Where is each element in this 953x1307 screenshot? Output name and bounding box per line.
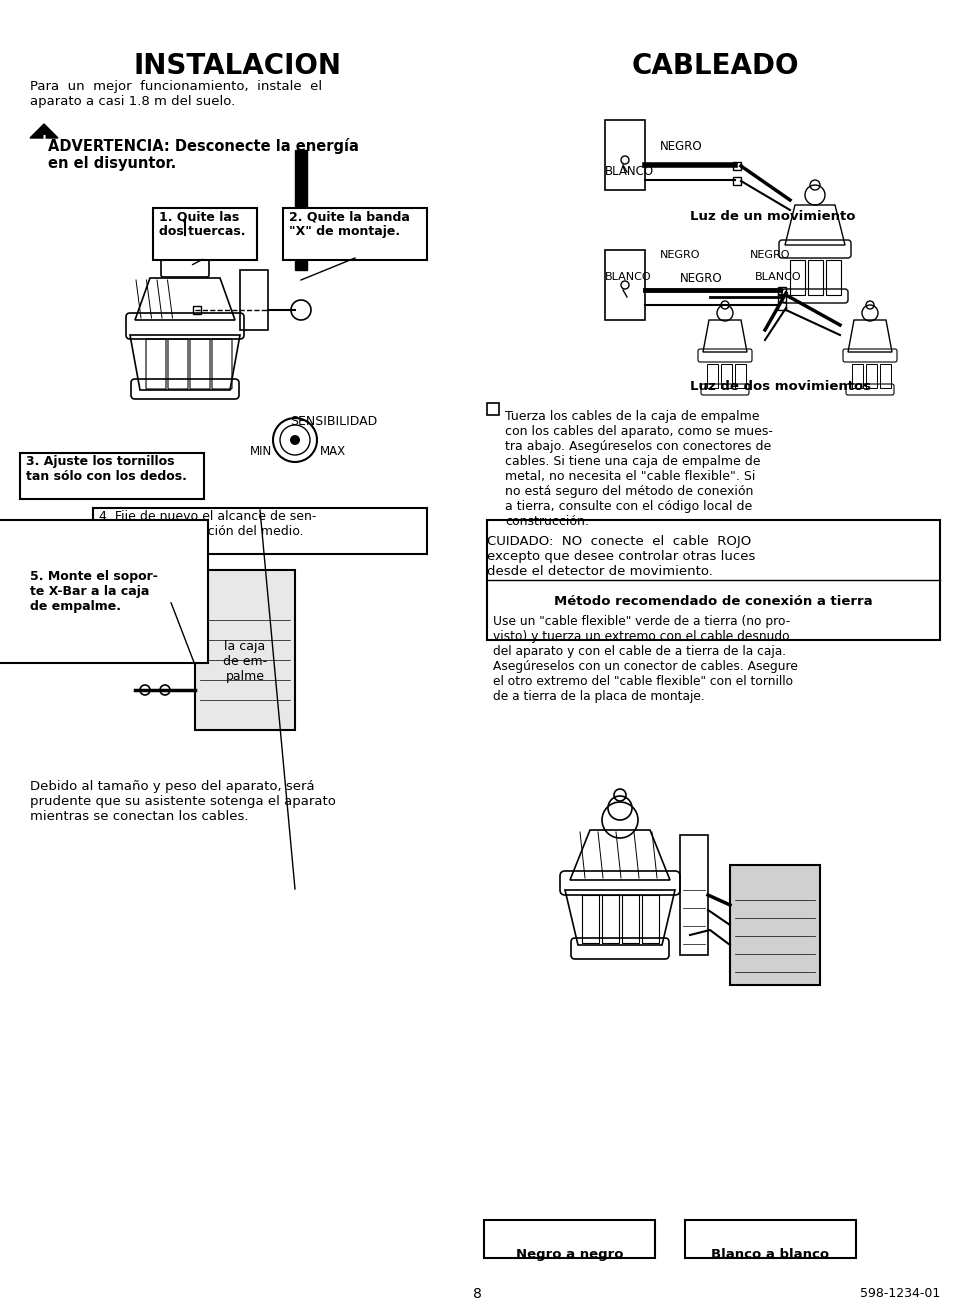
- Bar: [879, 365, 890, 388]
- Text: 1. Quite las
dos tuercas.: 1. Quite las dos tuercas.: [159, 210, 245, 238]
- Text: BLANCO: BLANCO: [604, 272, 651, 282]
- Bar: [851, 365, 862, 388]
- Bar: [732, 162, 740, 170]
- Bar: [778, 294, 785, 302]
- Text: CUIDADO:  NO  conecte  el  cable  ROJO
excepto que desee controlar otras luces
d: CUIDADO: NO conecte el cable ROJO except…: [486, 535, 755, 578]
- Text: 8: 8: [472, 1287, 481, 1300]
- Bar: [706, 365, 718, 388]
- FancyBboxPatch shape: [152, 208, 256, 260]
- Bar: [729, 865, 820, 985]
- FancyBboxPatch shape: [92, 508, 427, 554]
- Text: Método recomendado de conexión a tierra: Método recomendado de conexión a tierra: [553, 595, 871, 608]
- Bar: [193, 306, 201, 314]
- Text: Tuerza los cables de la caja de empalme
con los cables del aparato, como se mues: Tuerza los cables de la caja de empalme …: [504, 410, 772, 528]
- Text: la caja
de em-
palme: la caja de em- palme: [223, 640, 267, 684]
- Text: MAX: MAX: [319, 444, 346, 457]
- Bar: [865, 365, 876, 388]
- Text: BLANCO: BLANCO: [604, 165, 654, 178]
- Polygon shape: [30, 124, 58, 139]
- Bar: [194, 570, 294, 731]
- Bar: [601, 895, 618, 942]
- Bar: [720, 365, 731, 388]
- Text: Use un "cable flexible" verde de a tierra (no pro-
visto) y tuerza un extremo co: Use un "cable flexible" verde de a tierr…: [493, 616, 797, 703]
- Bar: [732, 176, 740, 186]
- FancyBboxPatch shape: [283, 208, 427, 260]
- Text: NEGRO: NEGRO: [749, 250, 790, 260]
- Text: NEGRO: NEGRO: [659, 140, 702, 153]
- Text: NEGRO: NEGRO: [659, 250, 700, 260]
- Bar: [581, 895, 598, 942]
- FancyBboxPatch shape: [684, 1219, 855, 1259]
- Bar: [621, 895, 639, 942]
- FancyBboxPatch shape: [20, 454, 204, 499]
- Text: 2. Quite la banda
"X" de montaje.: 2. Quite la banda "X" de montaje.: [289, 210, 410, 238]
- Text: Para  un  mejor  funcionamiento,  instale  el
aparato a casi 1.8 m del suelo.: Para un mejor funcionamiento, instale el…: [30, 80, 322, 108]
- Bar: [679, 835, 707, 955]
- Bar: [778, 288, 785, 295]
- Bar: [641, 895, 659, 942]
- Bar: [734, 365, 745, 388]
- Text: ADVERTENCIA: Desconecte la energía
en el disyuntor.: ADVERTENCIA: Desconecte la energía en el…: [48, 139, 358, 171]
- Text: 4. Fije de nuevo el alcance de sen-
sibilidad a la posición del medio.: 4. Fije de nuevo el alcance de sen- sibi…: [99, 510, 316, 538]
- Text: Debido al tamaño y peso del aparato, será
prudente que su asistente sotenga el a: Debido al tamaño y peso del aparato, ser…: [30, 780, 335, 823]
- Text: BLANCO: BLANCO: [754, 272, 801, 282]
- Text: Luz de dos movimientos: Luz de dos movimientos: [689, 380, 870, 393]
- Text: INSTALACION: INSTALACION: [133, 52, 341, 80]
- Bar: [778, 302, 785, 310]
- Bar: [486, 403, 498, 416]
- Text: Luz de un movimiento: Luz de un movimiento: [689, 210, 855, 223]
- Text: !: !: [41, 135, 47, 145]
- Text: MIN: MIN: [250, 444, 272, 457]
- Text: SENSIBILIDAD: SENSIBILIDAD: [290, 416, 376, 427]
- Text: 598-1234-01: 598-1234-01: [859, 1287, 939, 1300]
- Bar: [807, 260, 822, 295]
- FancyBboxPatch shape: [483, 1219, 655, 1259]
- Text: Negro a negro: Negro a negro: [516, 1248, 623, 1261]
- Text: 5. Monte el sopor-
te X-Bar a la caja
de empalme.: 5. Monte el sopor- te X-Bar a la caja de…: [30, 570, 157, 613]
- Text: NEGRO: NEGRO: [679, 272, 721, 285]
- Bar: [604, 250, 644, 320]
- Text: CABLEADO: CABLEADO: [631, 52, 798, 80]
- Text: 3. Ajuste los tornillos
tan sólo con los dedos.: 3. Ajuste los tornillos tan sólo con los…: [26, 455, 187, 484]
- Bar: [825, 260, 841, 295]
- Bar: [789, 260, 804, 295]
- Bar: [604, 120, 644, 190]
- Text: Blanco a blanco: Blanco a blanco: [710, 1248, 828, 1261]
- Circle shape: [290, 435, 299, 444]
- Bar: [294, 150, 307, 271]
- Bar: [486, 520, 939, 640]
